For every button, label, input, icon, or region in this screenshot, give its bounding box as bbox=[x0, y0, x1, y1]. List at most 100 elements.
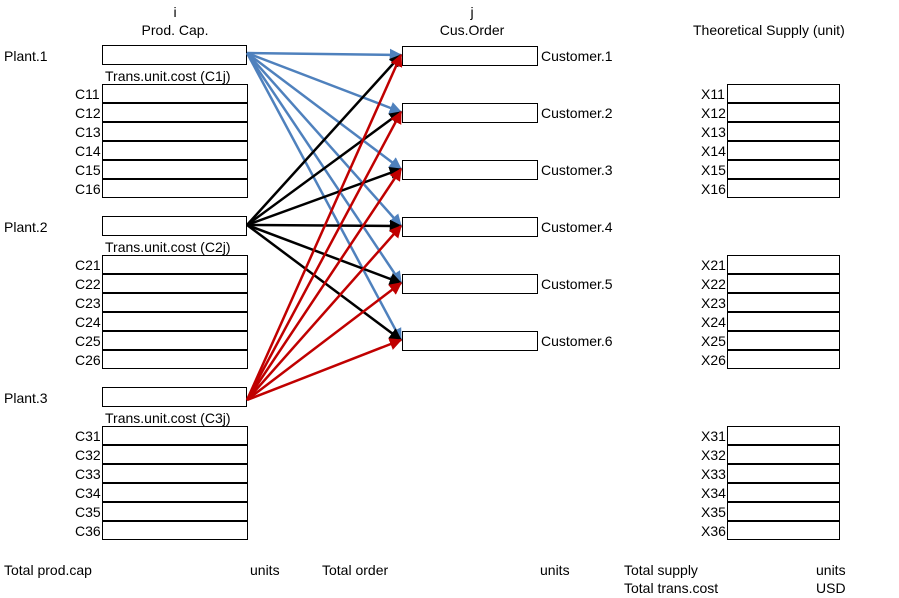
supply-cell-x35[interactable] bbox=[727, 502, 840, 521]
supply-label-x34: X34 bbox=[701, 485, 726, 501]
customer-4-label: Customer.4 bbox=[541, 219, 613, 235]
customer-5-label: Customer.5 bbox=[541, 276, 613, 292]
cost-cell-c21[interactable] bbox=[102, 255, 248, 274]
arrow-plant-1-to-customer-1 bbox=[246, 48, 403, 62]
cost-label-c12: C12 bbox=[75, 105, 101, 121]
supply-label-x12: X12 bbox=[701, 105, 726, 121]
supply-cell-x13[interactable] bbox=[727, 122, 840, 141]
cost-cell-c12[interactable] bbox=[102, 103, 248, 122]
supply-cell-x26[interactable] bbox=[727, 350, 840, 369]
cus-order-header: Cus.Order bbox=[439, 22, 505, 38]
plant-3-label: Plant.3 bbox=[4, 390, 48, 406]
cost-cell-c11[interactable] bbox=[102, 84, 248, 103]
supply-label-x32: X32 bbox=[701, 447, 726, 463]
supply-cell-x33[interactable] bbox=[727, 464, 840, 483]
supply-label-x33: X33 bbox=[701, 466, 726, 482]
total-supply-label: Total supply bbox=[624, 562, 698, 578]
supply-cell-x15[interactable] bbox=[727, 160, 840, 179]
arrow-plant-1-to-customer-4 bbox=[246, 52, 402, 227]
supply-cell-x23[interactable] bbox=[727, 293, 840, 312]
plant-3-capacity-cell[interactable] bbox=[102, 387, 247, 407]
cost-label-c33: C33 bbox=[75, 466, 101, 482]
supply-cell-x25[interactable] bbox=[727, 331, 840, 350]
cost-cell-c24[interactable] bbox=[102, 312, 248, 331]
cost-cell-c14[interactable] bbox=[102, 141, 248, 160]
cost-cell-c36[interactable] bbox=[102, 521, 248, 540]
supply-cell-x22[interactable] bbox=[727, 274, 840, 293]
supply-cell-x12[interactable] bbox=[727, 103, 840, 122]
arrow-plant-2-to-customer-3 bbox=[246, 166, 403, 227]
cost-cell-c15[interactable] bbox=[102, 160, 248, 179]
customer-3-label: Customer.3 bbox=[541, 162, 613, 178]
supply-label-x14: X14 bbox=[701, 143, 726, 159]
cost-label-c14: C14 bbox=[75, 143, 101, 159]
total-order-label: Total order bbox=[322, 562, 389, 578]
supply-cell-x21[interactable] bbox=[727, 255, 840, 274]
supply-cell-x32[interactable] bbox=[727, 445, 840, 464]
cost-label-c21: C21 bbox=[75, 257, 101, 273]
plant-1-label: Plant.1 bbox=[4, 48, 48, 64]
cost-label-c23: C23 bbox=[75, 295, 101, 311]
total-supply-units: units bbox=[816, 562, 846, 578]
supply-label-x26: X26 bbox=[701, 352, 726, 368]
plant-1-arrows bbox=[245, 48, 403, 342]
customer-2-label: Customer.2 bbox=[541, 105, 613, 121]
cost-label-c35: C35 bbox=[75, 504, 101, 520]
supply-label-x11: X11 bbox=[701, 86, 725, 102]
arrow-plant-3-to-customer-5 bbox=[246, 282, 402, 401]
supply-label-x13: X13 bbox=[701, 124, 726, 140]
customer-6-order-cell[interactable] bbox=[402, 331, 538, 351]
cost-cell-c31[interactable] bbox=[102, 426, 248, 445]
theoretical-supply-header: Theoretical Supply (unit) bbox=[693, 22, 845, 38]
customer-1-order-cell[interactable] bbox=[402, 46, 538, 66]
arrow-plant-3-to-customer-6 bbox=[246, 338, 403, 402]
supply-label-x25: X25 bbox=[701, 333, 726, 349]
cost-cell-c23[interactable] bbox=[102, 293, 248, 312]
cost-label-c32: C32 bbox=[75, 447, 101, 463]
supply-cell-x34[interactable] bbox=[727, 483, 840, 502]
total-trans-cost-label: Total trans.cost bbox=[624, 580, 719, 596]
prod-cap-header: Prod. Cap. bbox=[141, 22, 209, 38]
cost-cell-c16[interactable] bbox=[102, 179, 248, 198]
cost-cell-c26[interactable] bbox=[102, 350, 248, 369]
arrow-plant-2-to-customer-5 bbox=[246, 223, 403, 285]
arrow-plant-2-to-customer-4 bbox=[246, 219, 403, 233]
cost-label-c31: C31 bbox=[75, 428, 101, 444]
supply-label-x22: X22 bbox=[701, 276, 726, 292]
customer-2-order-cell[interactable] bbox=[402, 103, 538, 123]
cost-label-c16: C16 bbox=[75, 181, 101, 197]
plant-1-capacity-cell[interactable] bbox=[102, 45, 247, 65]
total-prod-cap-label: Total prod.cap bbox=[4, 562, 92, 578]
arrow-plant-2-to-customer-2 bbox=[246, 110, 403, 227]
cost-label-c25: C25 bbox=[75, 333, 101, 349]
customer-3-order-cell[interactable] bbox=[402, 160, 538, 180]
customer-6-label: Customer.6 bbox=[541, 333, 613, 349]
supply-cell-x31[interactable] bbox=[727, 426, 840, 445]
cost-cell-c13[interactable] bbox=[102, 122, 248, 141]
cost-label-c24: C24 bbox=[75, 314, 101, 330]
cost-cell-c35[interactable] bbox=[102, 502, 248, 521]
supply-cell-x16[interactable] bbox=[727, 179, 840, 198]
supply-label-x35: X35 bbox=[701, 504, 726, 520]
cost-cell-c22[interactable] bbox=[102, 274, 248, 293]
arrow-plant-3-to-customer-1 bbox=[245, 53, 403, 401]
plant-2-trans-cost-label: Trans.unit.cost (C2j) bbox=[105, 239, 231, 255]
supply-cell-x36[interactable] bbox=[727, 521, 840, 540]
plant-2-capacity-cell[interactable] bbox=[102, 216, 247, 236]
total-prod-cap-units: units bbox=[250, 562, 280, 578]
arrow-plant-3-to-customer-3 bbox=[245, 167, 403, 401]
cost-label-c36: C36 bbox=[75, 523, 101, 539]
i-index-label: i bbox=[173, 4, 177, 20]
supply-label-x23: X23 bbox=[701, 295, 726, 311]
plant-1-trans-cost-label: Trans.unit.cost (C1j) bbox=[105, 68, 231, 84]
supply-cell-x24[interactable] bbox=[727, 312, 840, 331]
cost-cell-c25[interactable] bbox=[102, 331, 248, 350]
cost-cell-c34[interactable] bbox=[102, 483, 248, 502]
arrow-plant-1-to-customer-2 bbox=[246, 51, 403, 114]
cost-cell-c32[interactable] bbox=[102, 445, 248, 464]
cost-cell-c33[interactable] bbox=[102, 464, 248, 483]
supply-cell-x14[interactable] bbox=[727, 141, 840, 160]
customer-4-order-cell[interactable] bbox=[402, 217, 538, 237]
supply-cell-x11[interactable] bbox=[727, 84, 840, 103]
customer-5-order-cell[interactable] bbox=[402, 274, 538, 294]
